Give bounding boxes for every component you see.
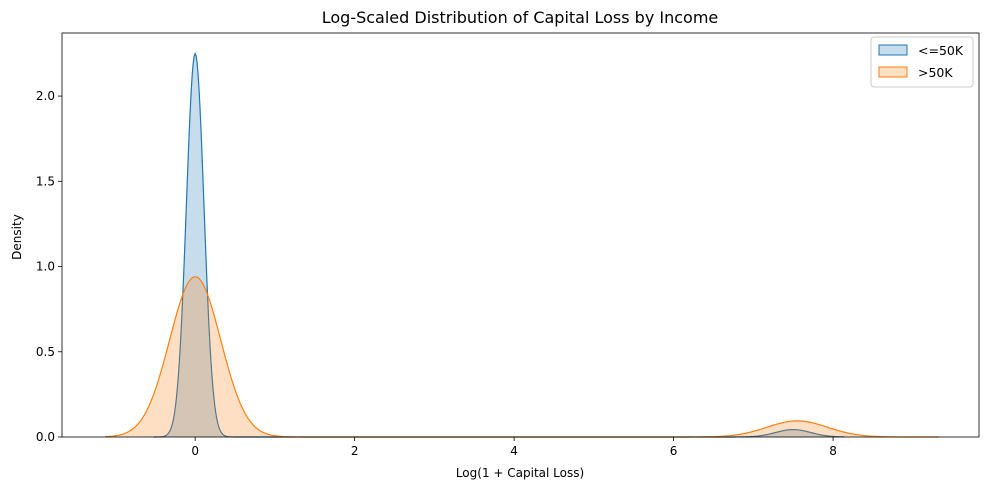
legend-swatch (878, 66, 908, 78)
density-line-series-0 (153, 52, 845, 438)
y-tick-label: 0.5 (36, 345, 55, 359)
x-tick-label: 8 (829, 444, 837, 458)
legend-frame (870, 36, 974, 88)
plot-frame (61, 32, 980, 438)
density-area-series-0 (153, 53, 845, 437)
y-tick-label: 2.0 (36, 89, 55, 103)
x-tick-label: 2 (351, 444, 359, 458)
series-layer (105, 52, 940, 438)
y-tick-label: 1.5 (36, 174, 55, 188)
legend-swatch (878, 44, 908, 56)
y-axis-label: Density (10, 214, 24, 260)
legend-label: <=50K (918, 43, 964, 58)
y-tick-label: 0.0 (36, 430, 55, 444)
x-tick-label: 4 (510, 444, 518, 458)
x-tick-label: 0 (191, 444, 199, 458)
x-tick-label: 6 (670, 444, 678, 458)
y-axis-ticks: 0.0 0.5 1.0 1.5 2.0 (36, 89, 62, 444)
x-axis-label: Log(1 + Capital Loss) (456, 466, 584, 480)
density-area-series-1 (105, 276, 940, 437)
chart-title: Log-Scaled Distribution of Capital Loss … (322, 8, 719, 27)
y-tick-label: 1.0 (36, 260, 55, 274)
legend-label: >50K (918, 65, 953, 80)
legend: <=50K >50K (870, 36, 974, 88)
x-axis-ticks: 0 2 4 6 8 (191, 437, 837, 458)
